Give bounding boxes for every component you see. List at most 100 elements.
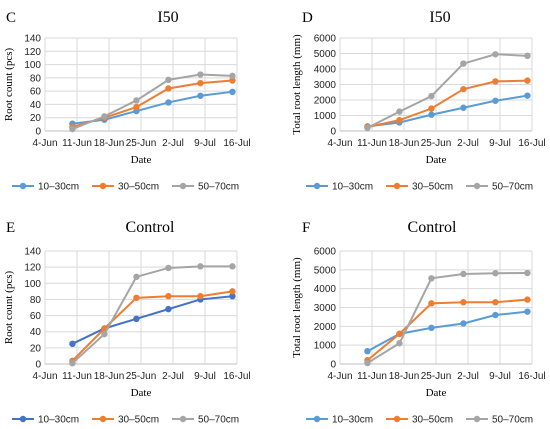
legend-marker [19,415,27,423]
data-point [133,97,140,104]
y-tick-label: 4000 [314,65,337,76]
data-point [428,300,435,307]
data-point [524,92,531,99]
data-point [524,296,531,303]
data-point [460,299,467,306]
panel-letter: E [6,220,15,236]
data-point [492,78,499,85]
x-axis-title: Date [131,154,152,166]
chart-panel-e: 0 20 40 60 80 100 120 140 4-Jun 11-Jun 18-Jun 25-Ju… [3,219,251,426]
data-point [524,269,531,277]
y-tick-label: 5000 [314,265,337,276]
data-point [197,293,204,300]
legend-label: 50–70cm [198,182,239,193]
data-point [165,85,172,92]
y-tick-label: 100 [24,60,41,71]
series-line-3 [366,272,528,364]
x-tick-label: 4-Jun [32,371,57,382]
data-point [101,113,108,120]
x-tick-label: 25-Jun [126,138,157,149]
x-tick-label: 2-Jul [162,371,184,382]
y-tick-label: 3000 [314,303,337,314]
legend-marker [313,415,321,423]
y-tick-label: 5000 [314,49,337,60]
x-tick-label: 25-Jun [421,371,452,382]
x-tick-label: 11-Jun [62,371,92,382]
data-point [165,99,172,106]
y-tick-label: 20 [30,113,42,124]
data-point [492,299,499,306]
y-axis-title: Total root length (mm) [291,257,303,358]
series-line-1 [366,310,528,353]
legend-marker [99,415,107,423]
data-point [197,263,204,270]
legend-marker [473,415,481,423]
data-point [197,71,204,78]
data-point [492,97,499,104]
data-point [229,263,236,270]
data-point [165,305,172,313]
data-point [165,76,172,84]
data-point [428,275,435,282]
data-point [428,324,435,332]
y-axis-title: Root count (pcs) [3,48,15,122]
x-tick-label: 9-Jul [194,371,216,382]
data-point [460,270,467,278]
chart-panel-c: 0 20 40 60 80 100 120 140 4-Jun 11-Jun 18-Jun 25-Ju… [3,9,251,193]
x-tick-label: 18-Jun [94,138,125,149]
legend-label: 50–70cm [492,415,533,426]
legend-marker [99,182,107,190]
data-point [229,293,236,300]
data-point [133,315,140,322]
series-line-3 [71,265,233,364]
y-tick-label: 1000 [314,111,337,122]
y-tick-label: 6000 [314,247,337,258]
data-point [69,359,76,367]
legend-marker [179,182,187,190]
legend-label: 30–50cm [118,415,159,426]
legend: 10–30cm 30–50cm 50–70cm [12,182,239,193]
data-point [396,330,403,338]
legend-marker [313,182,321,190]
y-tick-label: 0 [330,127,336,138]
y-tick-label: 100 [24,279,41,290]
data-point [524,308,531,315]
x-tick-label: 16-Jul [518,371,545,382]
y-tick-label: 80 [30,295,42,306]
data-point [364,347,371,355]
y-tick-label: 3000 [314,80,337,91]
data-point [165,293,172,300]
series-line-3 [72,73,233,130]
x-tick-label: 2-Jul [457,138,479,149]
data-point [229,77,236,84]
y-tick-label: 40 [30,327,42,338]
legend-marker [393,182,401,190]
panel-letter: D [302,10,313,26]
x-tick-label: 18-Jun [389,371,420,382]
chart-title: Control [408,219,457,236]
y-tick-label: 60 [30,311,42,322]
data-point [364,124,371,132]
data-point [428,111,435,118]
x-tick-label: 4-Jun [32,138,57,149]
data-point [133,273,140,281]
y-tick-label: 2000 [314,322,337,333]
data-point [524,77,531,84]
data-point [524,52,531,60]
y-tick-label: 120 [24,263,41,274]
x-tick-label: 11-Jun [357,371,387,382]
y-tick-label: 140 [24,247,41,258]
data-point [396,340,403,347]
x-tick-label: 4-Jun [327,138,352,149]
x-tick-label: 18-Jun [94,371,125,382]
x-tick-label: 2-Jul [162,138,184,149]
y-tick-label: 4000 [314,284,337,295]
legend-label: 10–30cm [38,415,79,426]
x-tick-label: 4-Jun [327,371,352,382]
legend-label: 10–30cm [38,182,79,193]
y-tick-label: 20 [30,343,42,354]
x-axis-title: Date [426,387,447,399]
y-tick-label: 6000 [314,34,337,45]
y-tick-label: 60 [30,87,42,98]
legend-label: 50–70cm [198,415,239,426]
